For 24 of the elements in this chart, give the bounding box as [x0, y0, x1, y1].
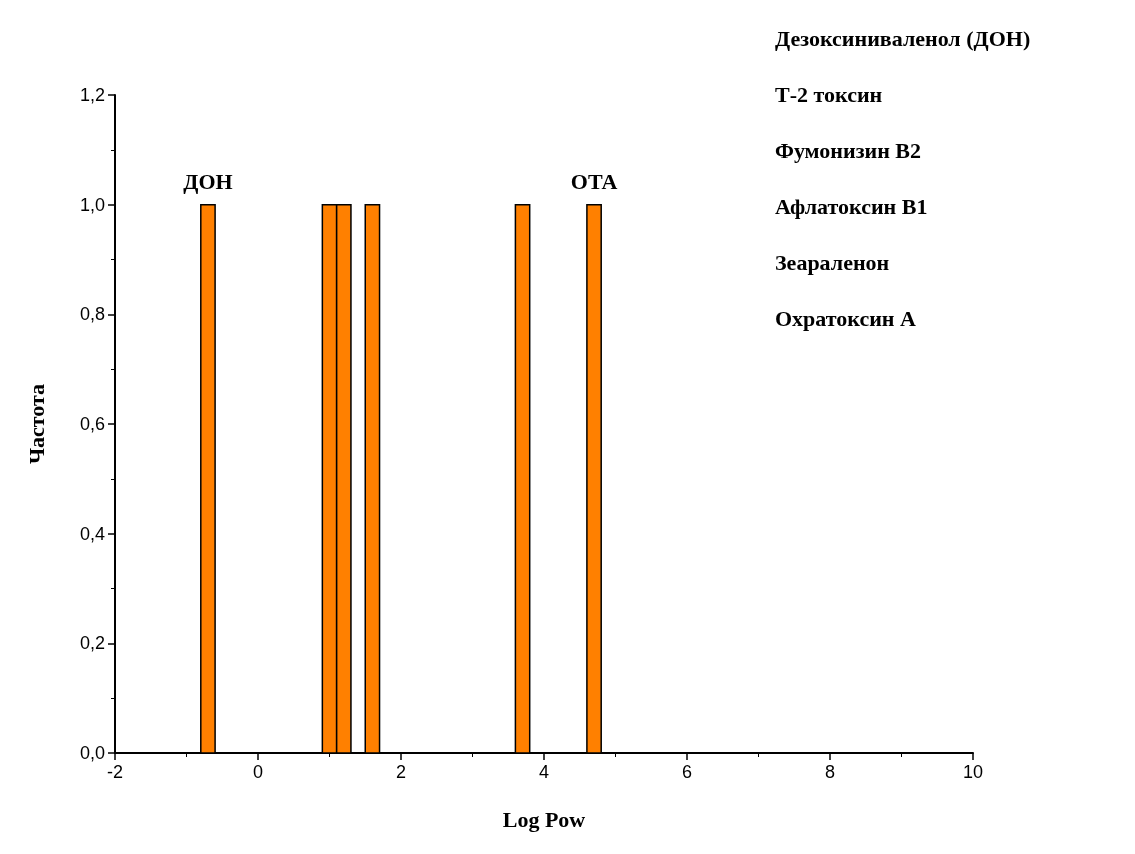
- y-tick-label: 0,2: [79, 633, 105, 654]
- x-axis-title: Log Pow: [502, 806, 586, 832]
- annotation: Зеараленон: [775, 249, 890, 275]
- annotation: ОТА: [570, 169, 618, 195]
- annotation: ДОН: [183, 169, 233, 195]
- annotation: Охратоксин А: [775, 305, 917, 331]
- y-tick-label: 0,0: [79, 743, 105, 763]
- annotation: Т-2 токсин: [775, 81, 883, 107]
- x-tick-label: 8: [824, 762, 836, 782]
- text: Дезоксиниваленол (ДОН): [775, 25, 1031, 51]
- y-tick-label: 0,4: [79, 523, 105, 544]
- y-tick-label: 0,8: [79, 304, 105, 325]
- x-tick-label: 10: [962, 762, 984, 782]
- annotation: Афлатоксин В1: [775, 193, 928, 219]
- x-tick-label: 6: [681, 762, 693, 782]
- x-tick-label: 4: [538, 762, 550, 782]
- annotation: Фумонизин В2: [775, 137, 922, 163]
- y-tick-label: 1,0: [79, 194, 105, 215]
- y-tick-label: 1,2: [79, 85, 105, 105]
- y-axis-title: Частота: [23, 383, 49, 465]
- x-tick-label: 2: [395, 762, 407, 782]
- x-tick-label: 0: [252, 762, 264, 782]
- x-tick-label: -2: [106, 762, 124, 782]
- y-tick-label: 0,6: [79, 414, 105, 434]
